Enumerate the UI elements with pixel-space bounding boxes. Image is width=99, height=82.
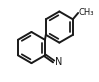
Text: CH₃: CH₃ [79, 9, 94, 17]
Text: N: N [55, 57, 62, 67]
